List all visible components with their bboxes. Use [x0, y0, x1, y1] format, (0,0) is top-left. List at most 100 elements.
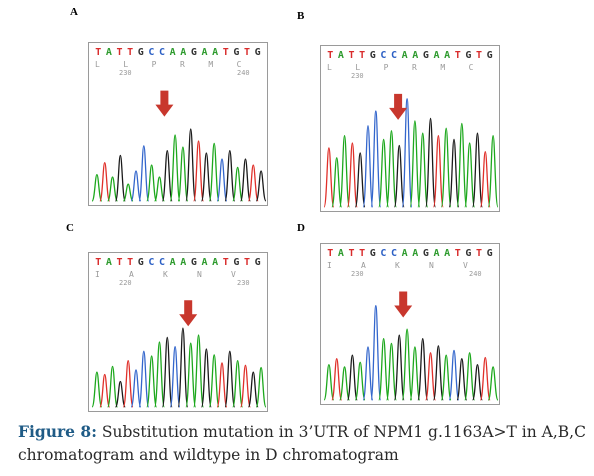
base-letter-b: T — [359, 50, 365, 61]
trace-peak-b — [425, 117, 437, 208]
trace-peak-d — [385, 342, 397, 401]
base-letter-c: A — [202, 257, 208, 268]
base-letter-d: C — [391, 248, 397, 259]
trace-peak-c — [224, 350, 236, 408]
trace-peak-a — [146, 164, 158, 202]
trace-peak-c — [169, 346, 181, 408]
trace-peak-c — [161, 336, 173, 408]
amino-acid-label-c: N — [197, 270, 202, 279]
base-letter-c: T — [223, 257, 229, 268]
amino-acid-label-c: I — [95, 270, 100, 279]
amino-acid-label-b: P — [384, 63, 389, 72]
base-letter-a: T — [95, 47, 101, 58]
base-letter-d: A — [434, 248, 440, 259]
base-letter-c: A — [212, 257, 218, 268]
trace-peak-a — [239, 158, 251, 202]
trace-peak-b — [331, 157, 343, 208]
base-letter-a: G — [138, 47, 144, 58]
trace-peak-c — [193, 334, 205, 408]
base-letter-b: T — [476, 50, 482, 61]
trace-peak-b — [417, 132, 429, 208]
caption-text: Substitution mutation in 3’UTR of NPM1 g… — [18, 423, 586, 464]
trace-peak-d — [425, 352, 437, 401]
base-letter-b: G — [487, 50, 493, 61]
trace-peak-c — [91, 371, 103, 408]
trace-peak-a — [193, 140, 205, 202]
base-letter-a: T — [117, 47, 123, 58]
base-letter-c: A — [170, 257, 176, 268]
base-letter-c: A — [106, 257, 112, 268]
figure-caption: Figure 8: Substitution mutation in 3’UTR… — [18, 420, 588, 467]
base-letter-d: T — [359, 248, 365, 259]
trace-peak-b — [393, 144, 405, 208]
base-letter-d: G — [487, 248, 493, 259]
trace-peak-d — [323, 363, 335, 401]
amino-acid-label-d: N — [429, 261, 434, 270]
position-label-a: 230 — [119, 69, 132, 77]
position-label-c: 230 — [237, 279, 250, 287]
trace-peak-c — [255, 366, 267, 408]
trace-peak-b — [409, 120, 421, 208]
trace-peak-d — [432, 345, 444, 401]
base-letter-b: G — [370, 50, 376, 61]
trace-peak-b — [471, 132, 483, 208]
trace-peak-c — [177, 327, 189, 408]
base-letter-d: A — [338, 248, 344, 259]
base-letter-a: A — [170, 47, 176, 58]
base-letter-b: C — [380, 50, 386, 61]
base-letter-d: G — [465, 248, 471, 259]
base-letter-a: A — [180, 47, 186, 58]
trace-peak-b — [346, 142, 358, 208]
base-letter-b: C — [391, 50, 397, 61]
trace-peak-b — [362, 125, 374, 208]
trace-peak-c — [138, 350, 150, 408]
base-letter-c: G — [255, 257, 261, 268]
trace-peak-d — [440, 354, 452, 401]
trace-peak-d — [448, 349, 460, 401]
amino-acid-label-b: L — [327, 63, 332, 72]
trace-peak-a — [224, 149, 236, 202]
base-letter-a: C — [159, 47, 165, 58]
trace-peak-b — [354, 152, 366, 208]
trace-peak-b — [401, 98, 413, 208]
trace-peak-b — [323, 147, 335, 208]
figure-label: Figure 8: — [18, 422, 97, 441]
trace-peak-a — [99, 161, 111, 202]
position-label-d: 230 — [351, 270, 364, 278]
trace-peak-d — [354, 361, 366, 401]
base-letter-b: A — [444, 50, 450, 61]
amino-acid-label-b: C — [469, 63, 474, 72]
trace-peak-b — [448, 138, 460, 208]
trace-peak-d — [487, 366, 499, 401]
base-letter-d: T — [349, 248, 355, 259]
trace-peak-c — [146, 355, 158, 408]
base-letter-c: G — [233, 257, 239, 268]
amino-acid-label-c: K — [163, 270, 168, 279]
trace-peak-b — [339, 135, 351, 208]
trace-peak-a — [200, 152, 212, 202]
chromatogram-b: T A T T G C C A A G A A T G T G L L P R M C 230 — [320, 45, 500, 212]
amino-acid-label-d: A — [361, 261, 366, 270]
trace-peak-b — [432, 135, 444, 208]
base-letter-a: G — [255, 47, 261, 58]
amino-acid-label-a: L — [123, 60, 128, 69]
amino-acid-label-a: C — [237, 60, 242, 69]
amino-acid-label-a: P — [152, 60, 157, 69]
amino-acid-label-c: A — [129, 270, 134, 279]
trace-peak-d — [393, 334, 405, 401]
trace-peak-a — [114, 154, 126, 202]
trace-peak-a — [161, 149, 173, 202]
trace-peak-a — [232, 166, 244, 202]
trace-peak-b — [440, 127, 452, 208]
base-letter-a: A — [212, 47, 218, 58]
amino-acid-label-b: L — [355, 63, 360, 72]
position-label-c: 220 — [119, 279, 132, 287]
base-letter-a: C — [148, 47, 154, 58]
trace-peak-b — [456, 122, 468, 208]
amino-acid-label-a: L — [95, 60, 100, 69]
base-letter-d: T — [327, 248, 333, 259]
base-letter-a: G — [191, 47, 197, 58]
trace-peak-c — [107, 365, 119, 408]
